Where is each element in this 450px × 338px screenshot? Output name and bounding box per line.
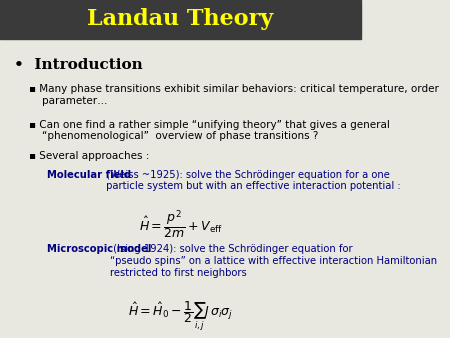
Text: $\hat{H} = \dfrac{p^{2}}{2m} + V_{\mathrm{eff}}$: $\hat{H} = \dfrac{p^{2}}{2m} + V_{\mathr…: [139, 209, 222, 241]
Text: ▪ Many phase transitions exhibit similar behaviors: critical temperature, order
: ▪ Many phase transitions exhibit similar…: [29, 84, 439, 106]
Text: ▪ Several approaches :: ▪ Several approaches :: [29, 150, 149, 161]
Text: Molecular field: Molecular field: [47, 170, 131, 179]
Text: (Weiss ~1925): solve the Schrödinger equation for a one
 particle system but wit: (Weiss ~1925): solve the Schrödinger equ…: [103, 170, 400, 191]
Text: ▪ Can one find a rather simple “unifying theory” that gives a general
    “pheno: ▪ Can one find a rather simple “unifying…: [29, 120, 390, 141]
FancyBboxPatch shape: [0, 0, 361, 39]
Text: Microscopic model: Microscopic model: [47, 244, 151, 255]
Text: (Ising 1924): solve the Schrödinger equation for
“pseudo spins” on a lattice wit: (Ising 1924): solve the Schrödinger equa…: [110, 244, 437, 277]
Text: Landau Theory: Landau Theory: [87, 8, 274, 30]
Text: •  Introduction: • Introduction: [14, 58, 143, 72]
Text: $\hat{H} = \hat{H}_{0} - \dfrac{1}{2}\sum_{i,j} J\,\sigma_{i}\sigma_{j}$: $\hat{H} = \hat{H}_{0} - \dfrac{1}{2}\su…: [128, 299, 233, 333]
